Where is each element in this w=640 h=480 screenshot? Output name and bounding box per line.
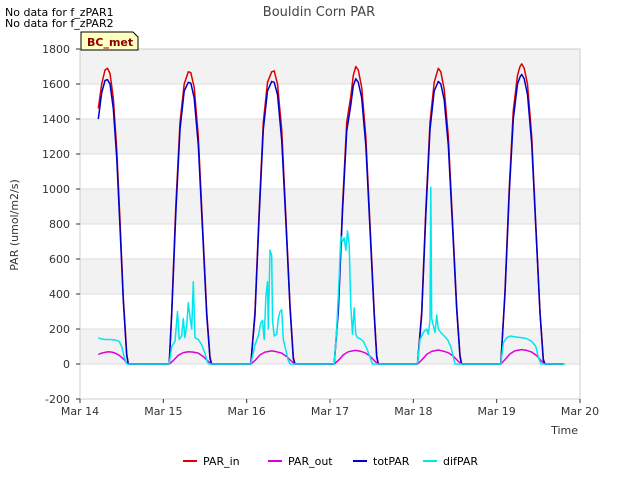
y-tick-label: 1400 [42,113,70,126]
y-tick-label: 400 [49,288,70,301]
plot-background [80,49,580,399]
plot-band [80,119,580,154]
x-tick-label: Mar 17 [311,405,349,418]
y-axis: -200 0 200 400 600 800 1000 1200 1400 1600 1800 [42,43,80,406]
y-tick-label: -200 [45,393,70,406]
legend: PAR_in PAR_out totPAR difPAR [183,455,478,468]
plot-band [80,364,580,399]
x-axis: Mar 14 Mar 15 Mar 16 Mar 17 Mar 18 Mar 19 Mar … [61,399,599,418]
legend-label: totPAR [373,455,410,468]
x-tick-label: Mar 20 [561,405,599,418]
legend-label: difPAR [443,455,478,468]
series-layer [97,63,565,365]
x-tick-label: Mar 15 [144,405,182,418]
y-tick-label: 1800 [42,43,70,56]
x-tick-label: Mar 16 [228,405,266,418]
chart-title: Bouldin Corn PAR [263,5,375,20]
y-tick-label: 600 [49,253,70,266]
x-tick-label: Mar 19 [478,405,516,418]
y-tick-label: 1000 [42,183,70,196]
x-tick-label: Mar 18 [394,405,432,418]
plot-band [80,84,580,119]
x-axis-label: Time [550,424,578,437]
plot-band [80,154,580,189]
legend-label: PAR_out [288,455,333,468]
plot-band [80,259,580,294]
x-tick-label: Mar 14 [61,405,99,418]
legend-label: PAR_in [203,455,240,468]
plot-band [80,189,580,224]
series-line-difpar [98,186,565,365]
station-badge: BC_met [80,31,139,51]
y-tick-label: 800 [49,218,70,231]
no-data-note-2: No data for f_zPAR2 [5,17,114,30]
y-tick-label: 1600 [42,78,70,91]
plot-band [80,294,580,329]
y-tick-label: 200 [49,323,70,336]
y-axis-label: PAR (umol/m2/s) [8,179,21,271]
plot-band [80,224,580,259]
no-data-note-1: No data for f_zPAR1 [5,6,114,19]
y-tick-label: 0 [63,358,70,371]
y-tick-label: 1200 [42,148,70,161]
station-badge-label: BC_met [87,36,133,49]
plot-band [80,49,580,84]
plot-band [80,329,580,364]
